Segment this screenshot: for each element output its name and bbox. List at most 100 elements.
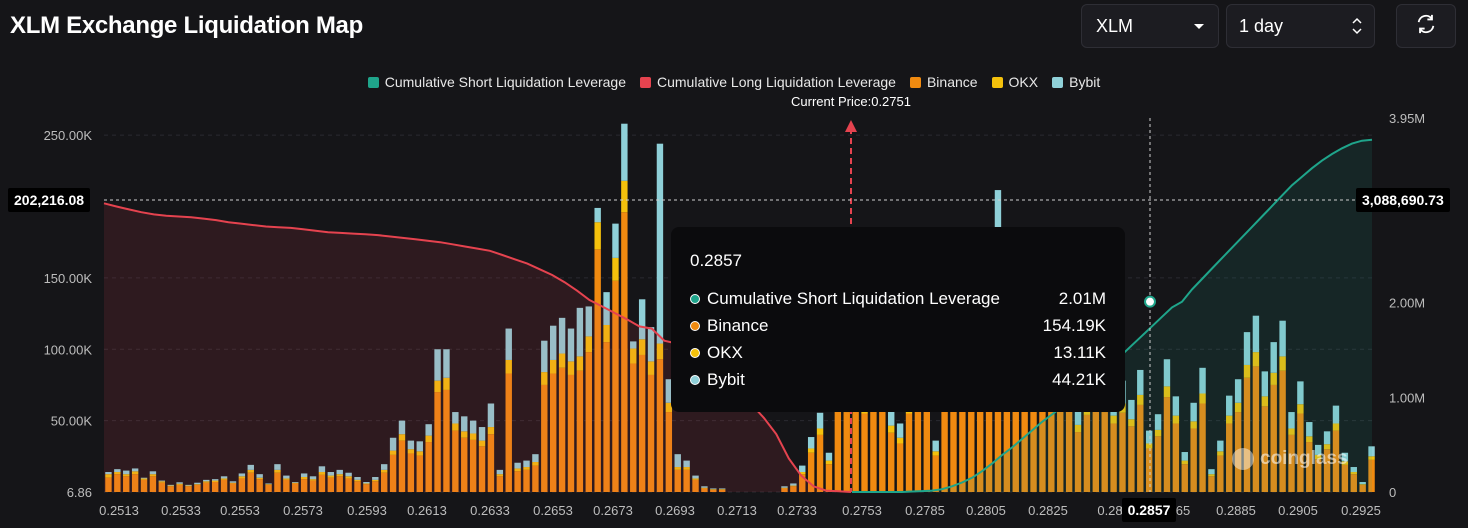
bar-binance [523,469,530,492]
chart-tooltip: 0.2857 Cumulative Short Liquidation Leve… [671,227,1125,412]
bar-binance [1208,476,1215,492]
bar-okx [1297,404,1304,414]
tooltip-label: Bybit [707,370,745,389]
refresh-button[interactable] [1396,4,1456,48]
legend-item[interactable]: Bybit [1052,74,1100,90]
legend-label: Bybit [1069,74,1101,90]
bar-bybit [1332,405,1340,424]
refresh-icon [1415,13,1437,40]
bar-bybit [550,325,557,360]
bar-bybit [647,327,655,362]
bar-binance [807,452,815,492]
time-range-select[interactable]: 1 day [1226,4,1375,48]
bar-bybit [1252,315,1260,353]
bar-binance [1252,366,1260,492]
bar-binance [1039,384,1046,492]
bar-binance [692,479,699,492]
bar-binance [612,280,619,492]
bar-binance [211,482,219,492]
bar-okx [265,484,272,485]
bar-binance [674,469,681,492]
bar-bybit [1190,402,1197,422]
bar-binance [1137,404,1144,492]
bar-okx [1128,419,1135,427]
bar-binance [647,374,655,492]
bar-binance [318,474,326,492]
bar-binance [1101,412,1108,492]
bar-bybit [1261,371,1269,397]
bar-bybit [1288,412,1295,429]
bar-binance [621,212,628,492]
bar-okx [389,450,397,455]
bar-bybit [274,464,281,470]
bar-binance [1368,459,1375,492]
bar-okx [656,343,664,360]
bar-binance [852,390,859,492]
bar-bybit [1341,452,1349,462]
tooltip-label: OKX [707,343,743,362]
bar-bybit [211,479,219,481]
bar-okx [558,353,566,368]
bar-bybit [781,486,788,488]
legend-label: Cumulative Long Liquidation Leverage [657,74,896,90]
bar-okx [638,339,646,355]
bar-binance [452,430,459,492]
bar-binance [1003,392,1011,492]
bar-okx [825,460,833,465]
bar-okx [425,435,432,443]
bar-binance [398,440,406,492]
bar-binance [256,479,263,492]
bar-okx [1332,423,1340,431]
bar-bybit [407,440,415,450]
bar-bybit [710,488,717,490]
bar-bybit [283,475,290,479]
bar-okx [345,476,352,479]
bar-binance [229,483,237,492]
watermark-text: coinglass [1260,448,1348,469]
bar-okx [380,469,388,473]
x-tick-label: 0.28 [1097,503,1122,518]
bar-bybit [372,477,379,480]
bar-bybit [354,477,361,480]
legend-item[interactable]: Cumulative Long Liquidation Leverage [640,74,896,90]
bar-okx [1163,386,1171,398]
legend-item[interactable]: Cumulative Short Liquidation Leverage [367,74,626,90]
bar-binance [532,465,539,492]
bar-bybit [692,475,699,479]
symbol-select[interactable]: XLM [1081,4,1219,48]
bar-bybit [1128,399,1135,420]
x-tick-label: 0.2613 [407,503,447,518]
bar-okx [487,427,495,435]
legend-item[interactable]: Binance [909,74,978,90]
bar-bybit [389,437,397,451]
left-y-tick-label: 250.00K [44,128,93,143]
bar-bybit [487,403,495,428]
bar-bybit [1279,320,1286,357]
crosshair-right-y-label: 3,088,690.73 [1356,188,1450,212]
bar-binance [131,474,139,492]
bar-okx [630,348,637,364]
bar-bybit [1323,431,1331,445]
bar-bybit [363,482,370,484]
bar-okx [1145,443,1153,449]
bar-binance [594,249,601,492]
bar-binance [638,354,646,492]
x-tick-label: 0.2805 [966,503,1006,518]
bar-okx [665,402,673,413]
x-tick-label: 0.2785 [905,503,945,518]
x-tick-label: 0.2653 [533,503,573,518]
bar-bybit [1234,379,1242,403]
bar-binance [336,476,343,492]
bar-bybit [336,469,343,475]
bar-binance [1279,370,1286,492]
left-y-tick-label: 50.00K [51,414,93,429]
tooltip-row-short: Cumulative Short Liquidation Leverage 2.… [690,289,1106,309]
bar-bybit [1208,469,1215,475]
bar-binance [292,483,299,492]
legend-item[interactable]: OKX [991,74,1038,90]
bar-okx [1368,456,1375,460]
right-y-tick-label: 1.00M [1389,390,1425,405]
bar-binance [425,442,432,492]
bar-okx [807,448,815,453]
legend-label: Binance [926,74,978,90]
